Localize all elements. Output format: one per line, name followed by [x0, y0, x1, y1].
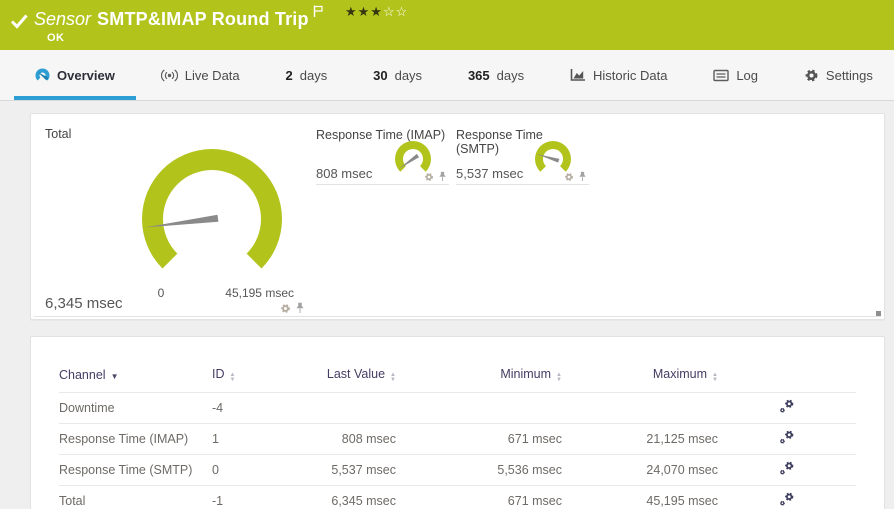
sort-icon: ▲ ▼: [712, 372, 718, 383]
priority-star-rating[interactable]: ★★★☆☆: [345, 4, 408, 20]
smtp-gauge-value: 5,537 msec: [456, 166, 524, 181]
tab-2-days[interactable]: 2 days: [285, 67, 328, 83]
imap-gauge: [395, 141, 431, 172]
table-row: Downtime -4: [59, 392, 856, 424]
overview-gauges-panel: Total 0 45,195 msec 6,345 msec Response …: [30, 113, 885, 320]
col-header-edit: [718, 361, 856, 393]
stars-filled[interactable]: ★★★: [345, 4, 383, 19]
channel-name: Downtime: [59, 401, 115, 415]
table-row: Response Time (IMAP) 1 808 msec 671 msec…: [59, 423, 856, 455]
sort-icon: ▲ ▼: [229, 372, 236, 383]
status-badge: OK: [47, 32, 65, 44]
tab-bar: Overview Live Data 2 days 30 days 365 da…: [0, 50, 894, 101]
imap-gauge-widget: Response Time (IMAP) 808 msec: [316, 128, 449, 185]
smtp-gauge-widget: Response Time (SMTP) 5,537 msec: [456, 128, 589, 185]
tab-log[interactable]: Log: [692, 50, 779, 100]
channels-table-panel: Channel ▼ ID ▲ ▼ Last Value ▲ ▼ Minimum ▲ ▼ Max…: [30, 336, 885, 509]
total-gauge-label: Total: [45, 127, 72, 141]
col-header-minimum[interactable]: Minimum ▲ ▼: [500, 367, 562, 383]
imap-widget-controls: [424, 171, 447, 182]
pin-icon[interactable]: [295, 302, 305, 314]
gear-icon: [805, 69, 818, 81]
ok-check-icon: [10, 14, 28, 29]
sensor-type-label: Sensor: [34, 9, 92, 29]
flag-icon: [313, 5, 323, 17]
col-header-id[interactable]: ID ▲ ▼: [212, 367, 236, 383]
channels-table: Channel ▼ ID ▲ ▼ Last Value ▲ ▼ Minimum ▲ ▼ Max…: [59, 361, 856, 509]
sort-icon: ▲ ▼: [390, 372, 396, 383]
tab-historic-data[interactable]: Historic Data: [549, 50, 688, 100]
tab-365-days[interactable]: 365 days: [467, 67, 525, 83]
smtp-widget-controls: [564, 171, 587, 182]
col-header-last-value[interactable]: Last Value ▲ ▼: [326, 367, 396, 383]
sensor-name: SMTP&IMAP Round Trip: [97, 9, 309, 29]
col-header-channel[interactable]: Channel ▼: [59, 368, 119, 382]
total-widget-controls: [280, 302, 305, 314]
channel-settings-button[interactable]: [718, 486, 856, 509]
gauge-icon: [35, 68, 50, 80]
channel-name: Response Time (IMAP): [59, 432, 189, 446]
channel-settings-gears-icon: [779, 492, 794, 506]
channel-settings-button[interactable]: [718, 455, 856, 486]
smtp-gauge: [535, 141, 571, 172]
channel-settings-button[interactable]: [718, 393, 856, 424]
channel-name: Response Time (SMTP): [59, 463, 193, 477]
channel-settings-button[interactable]: [718, 424, 856, 455]
tab-overview[interactable]: Overview: [14, 50, 136, 100]
sensor-status-banner: Sensor SMTP&IMAP Round Trip ★★★☆☆ OK: [0, 0, 894, 50]
col-header-maximum[interactable]: Maximum ▲ ▼: [652, 367, 718, 383]
table-row: Response Time (SMTP) 0 5,537 msec 5,536 …: [59, 454, 856, 486]
broadcast-icon: [160, 69, 178, 81]
sort-desc-icon: ▼: [110, 372, 119, 381]
channel-settings-gears-icon: [779, 399, 794, 413]
gear-icon[interactable]: [424, 172, 434, 182]
smtp-gauge-label: Response Time (SMTP): [456, 128, 543, 156]
gear-icon[interactable]: [280, 303, 291, 314]
page-title: Sensor SMTP&IMAP Round Trip: [34, 5, 324, 30]
imap-gauge-value: 808 msec: [316, 166, 373, 181]
tab-live-data[interactable]: Live Data: [140, 50, 261, 100]
total-gauge-scale-min: 0: [157, 286, 165, 300]
channel-settings-gears-icon: [779, 461, 794, 475]
panel-divider: [34, 316, 881, 317]
list-icon: [713, 69, 730, 81]
imap-gauge-label: Response Time (IMAP): [316, 128, 446, 142]
channel-name: Total: [59, 494, 86, 508]
area-chart-icon: [570, 69, 586, 81]
total-gauge-value: 6,345 msec: [45, 295, 123, 312]
channel-settings-gears-icon: [779, 430, 794, 444]
tab-settings[interactable]: Settings: [783, 50, 894, 100]
pin-icon[interactable]: [578, 171, 587, 182]
pin-icon[interactable]: [438, 171, 447, 182]
gear-icon[interactable]: [564, 172, 574, 182]
stars-empty[interactable]: ☆☆: [382, 4, 409, 19]
table-row: Total -1 6,345 msec 671 msec 45,195 msec: [59, 485, 856, 509]
tab-30-days[interactable]: 30 days: [373, 67, 423, 83]
total-gauge-scale-max: 45,195 msec: [225, 286, 294, 300]
resize-grip[interactable]: [876, 311, 881, 316]
sort-icon: ▲ ▼: [556, 372, 562, 383]
total-gauge: [142, 149, 282, 269]
